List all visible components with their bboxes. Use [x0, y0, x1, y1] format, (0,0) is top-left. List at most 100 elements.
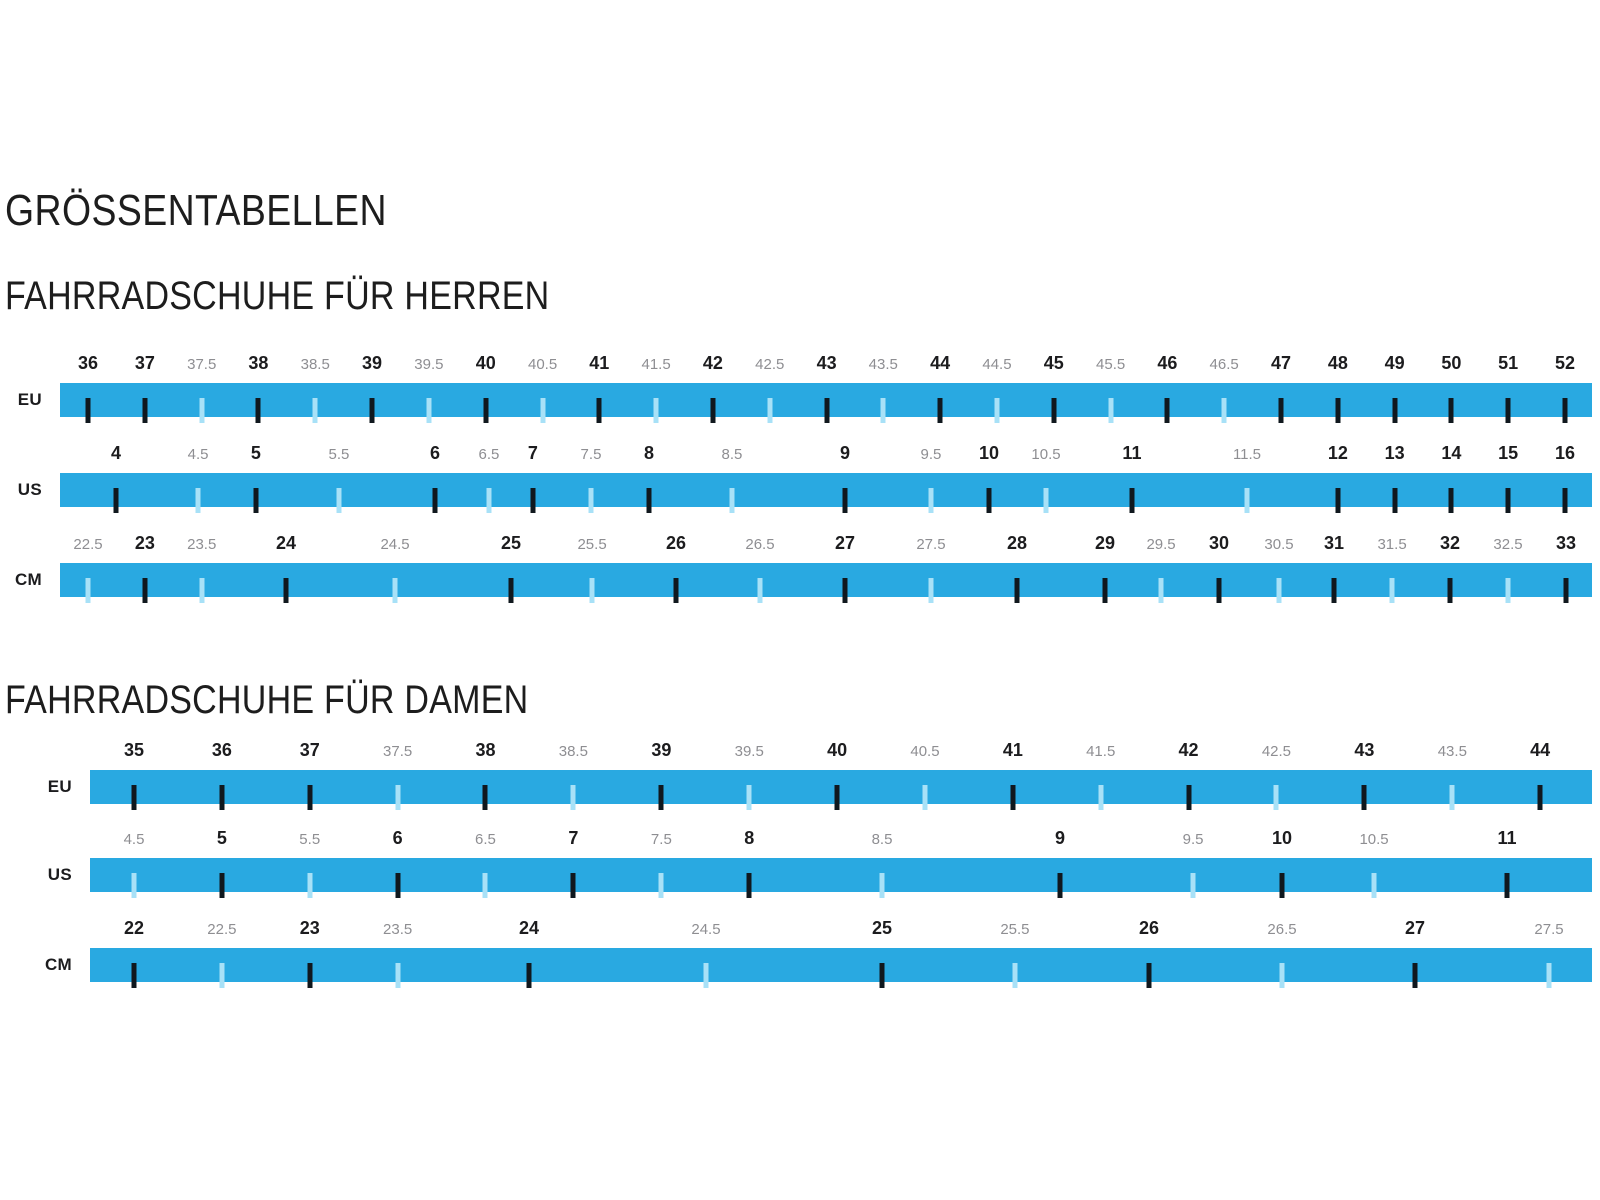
size-label: 28 [1007, 533, 1028, 553]
size-label: 27.5 [916, 536, 946, 553]
size-label: 13 [1384, 443, 1405, 463]
tick-mark [1389, 578, 1395, 603]
size-ruler-cm: 22.5 23 23.5 24 24.5 25 25.5 26 26.5 27 27.5 28 29 29… [15, 524, 1592, 603]
tick-mark [928, 488, 934, 513]
tick-mark [1129, 488, 1135, 513]
tick-mark [879, 963, 885, 988]
tick-mark [195, 488, 201, 513]
tick-mark [879, 873, 885, 898]
tick-mark [1448, 398, 1454, 423]
tick-mark [1108, 398, 1114, 423]
tick-mark [395, 785, 401, 810]
size-label: 24.5 [380, 536, 410, 553]
size-label: 40.5 [527, 356, 558, 373]
tick-mark [1448, 488, 1454, 513]
tick-mark [219, 873, 225, 898]
size-label: 26 [1139, 918, 1160, 938]
tick-mark [1504, 873, 1510, 898]
size-label: 5 [216, 828, 227, 848]
tick-mark [540, 398, 546, 423]
tick-mark [1562, 488, 1568, 513]
tick-mark [937, 398, 943, 423]
size-label: 8 [744, 828, 755, 848]
tick-mark [142, 578, 148, 603]
size-label: 30.5 [1264, 536, 1294, 553]
size-label: 23.5 [187, 536, 217, 553]
size-label: 32.5 [1493, 536, 1523, 553]
tick-mark [369, 398, 375, 423]
size-label: 31.5 [1377, 536, 1407, 553]
tick-mark [1279, 873, 1285, 898]
tick-mark [1412, 963, 1418, 988]
size-label: 10 [1271, 828, 1292, 848]
size-label: 36 [78, 353, 99, 373]
tick-mark [729, 488, 735, 513]
tick-mark [842, 488, 848, 513]
size-label: 39 [362, 353, 383, 373]
size-label: 7 [527, 443, 538, 463]
ruler-bar: US [18, 473, 1592, 513]
size-label: 48 [1327, 353, 1348, 373]
size-label: 9.5 [920, 446, 942, 463]
size-label: 25.5 [1000, 921, 1030, 938]
tick-mark [1278, 398, 1284, 423]
tick-mark [1276, 578, 1282, 603]
tick-mark [588, 488, 594, 513]
size-label: 9.5 [1182, 831, 1204, 848]
tick-mark [1190, 873, 1196, 898]
size-label: 40.5 [910, 743, 940, 760]
size-label: 33 [1555, 533, 1576, 553]
tick-mark [1043, 488, 1049, 513]
tick-mark [746, 873, 752, 898]
size-label: 30 [1208, 533, 1229, 553]
tick-mark [1361, 785, 1367, 810]
tick-mark [570, 873, 576, 898]
size-label: 26 [666, 533, 687, 553]
size-label: 27 [1405, 918, 1426, 938]
tick-mark [426, 398, 432, 423]
tick-mark [710, 398, 716, 423]
size-label: 47 [1270, 353, 1292, 373]
tick-mark [1331, 578, 1337, 603]
size-label: 41 [1002, 740, 1023, 760]
tick-mark [1010, 785, 1016, 810]
size-label: 6.5 [478, 446, 500, 463]
tick-mark [834, 785, 840, 810]
tick-mark [131, 873, 137, 898]
tick-mark [1505, 398, 1511, 423]
tick-mark [994, 398, 1000, 423]
tick-mark [113, 488, 119, 513]
section-title-women: FAHRRADSCHUHE FÜR DAMEN [5, 678, 529, 722]
size-label: 8.5 [871, 831, 893, 848]
size-label: 9 [839, 443, 850, 463]
tick-mark [1158, 578, 1164, 603]
tick-mark [1392, 488, 1398, 513]
tick-mark [1335, 488, 1341, 513]
ruler-bar: CM [15, 563, 1592, 603]
size-label: 7 [568, 828, 579, 848]
size-label: 38 [248, 353, 269, 373]
size-label: 8.5 [721, 446, 743, 463]
size-label: 43 [816, 353, 837, 373]
ruler-bar: EU [18, 383, 1592, 423]
size-label: 27 [834, 533, 855, 553]
tick-mark [1335, 398, 1341, 423]
size-label: 44 [1530, 740, 1551, 760]
size-label: 43.5 [1437, 743, 1467, 760]
size-label: 38.5 [558, 743, 588, 760]
tick-mark [1371, 873, 1377, 898]
size-label: 40 [475, 353, 496, 373]
tick-mark [219, 785, 225, 810]
unit-label: EU [17, 390, 42, 409]
tick-mark [570, 785, 576, 810]
tick-mark [1562, 398, 1568, 423]
tick-mark [85, 578, 91, 603]
size-label: 36 [211, 740, 232, 760]
tick-mark [842, 578, 848, 603]
tick-mark [199, 398, 205, 423]
tick-mark [1449, 785, 1455, 810]
size-label: 39.5 [414, 356, 444, 373]
size-label: 37 [299, 740, 320, 760]
size-label: 50 [1441, 353, 1462, 373]
size-label: 11 [1497, 828, 1517, 848]
